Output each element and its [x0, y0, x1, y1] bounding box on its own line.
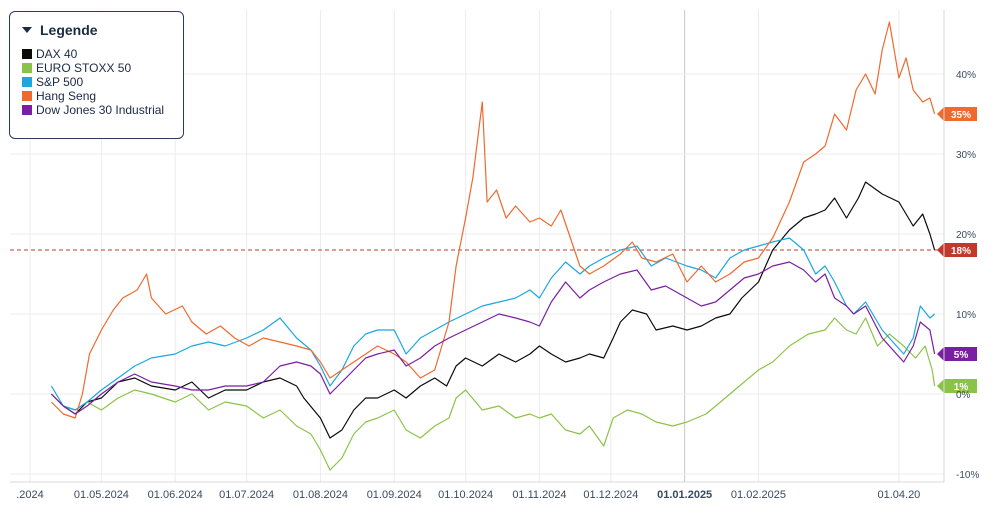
y-tick-label: -10%	[956, 470, 979, 481]
badge-series-3: 35%	[937, 107, 977, 121]
legend-label: S&P 500	[36, 75, 84, 89]
grid-layer	[10, 10, 944, 482]
badge-layer: 18% 1% 35% 5%	[937, 107, 977, 393]
legend-label: EURO STOXX 50	[36, 61, 132, 75]
legend-item-sp-500[interactable]: S&P 500	[22, 75, 183, 89]
legend-item-dow-jones-30-industrial[interactable]: Dow Jones 30 Industrial	[22, 103, 183, 117]
x-tick-label: 01.09.2024	[367, 489, 422, 501]
x-tick-label: 01.04.20	[877, 489, 920, 501]
legend-item-hang-seng[interactable]: Hang Seng	[22, 89, 183, 103]
badge-series-3-label: 35%	[951, 110, 971, 121]
series-line-1	[50, 317, 936, 471]
legend-label: DAX 40	[36, 47, 78, 61]
x-tick-label: 01.01.2025	[657, 489, 712, 501]
badge-series-1-label: 1%	[954, 382, 969, 393]
x-tick-label: 01.06.2024	[148, 489, 203, 501]
y-tick-label: 0%	[956, 390, 971, 401]
x-tick-label: .2024	[16, 489, 44, 501]
series-layer	[50, 21, 936, 471]
series-line-4	[50, 261, 936, 415]
series-line-3	[50, 21, 936, 419]
y-tick-label: 10%	[956, 310, 976, 321]
badge-series-4: 5%	[937, 347, 977, 361]
badge-series-1-shape	[937, 379, 977, 393]
x-tick-label: 01.12.2024	[583, 489, 638, 501]
y-tick-label: 20%	[956, 230, 976, 241]
x-tick-label: 01.11.2024	[512, 489, 566, 501]
badge-reference: 18%	[937, 243, 977, 257]
series-line-0	[50, 181, 936, 439]
x-tick-label: 01.10.2024	[438, 489, 493, 501]
legend-swatch	[22, 63, 32, 73]
y-tick-label: 30%	[956, 150, 976, 161]
legend-swatch	[22, 49, 32, 59]
legend: Legende DAX 40 EURO STOXX 50 S&P 500 Han…	[9, 11, 184, 139]
legend-title: Legende	[40, 22, 98, 38]
legend-label: Hang Seng	[36, 89, 97, 103]
legend-item-euro-stoxx-50[interactable]: EURO STOXX 50	[22, 61, 183, 75]
x-tick-label: 01.05.2024	[74, 489, 129, 501]
badge-series-3-shape	[937, 107, 977, 121]
x-tick-label: 01.08.2024	[293, 489, 348, 501]
legend-swatch	[22, 91, 32, 101]
badge-reference-shape	[937, 243, 977, 257]
legend-swatch	[22, 105, 32, 115]
y-tick-label: 40%	[956, 70, 976, 81]
legend-toggle[interactable]: Legende	[22, 22, 183, 38]
legend-swatch	[22, 77, 32, 87]
badge-reference-label: 18%	[951, 246, 971, 257]
badge-series-4-shape	[937, 347, 977, 361]
legend-label: Dow Jones 30 Industrial	[36, 103, 165, 117]
x-tick-label: 01.07.2024	[219, 489, 274, 501]
axis-layer: .2024 01.05.2024 01.06.2024 01.07.2024 01.08…	[10, 10, 979, 501]
series-line-2	[50, 237, 935, 411]
x-tick-label: 01.02.2025	[731, 489, 786, 501]
badge-series-4-label: 5%	[954, 350, 969, 361]
badge-series-1: 1%	[937, 379, 977, 393]
caret-down-icon	[22, 27, 32, 33]
legend-item-dax-40[interactable]: DAX 40	[22, 47, 183, 61]
